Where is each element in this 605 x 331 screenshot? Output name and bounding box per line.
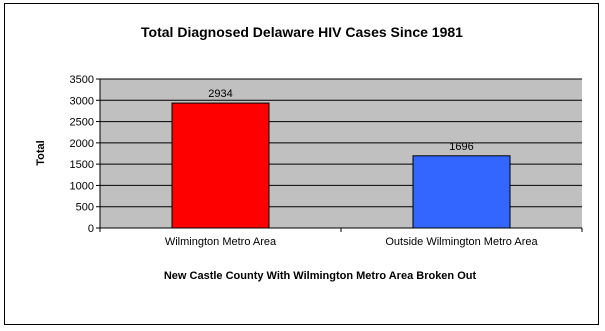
x-axis-ticks: Wilmington Metro Area Outside Wilmington … [99,228,583,248]
y-tick-label: 3500 [70,74,94,86]
y-axis-ticks: 0 500 1000 1500 2000 2500 3000 3500 [70,74,100,235]
y-tick-label: 2000 [70,138,94,150]
y-tick-label: 1000 [70,180,94,192]
data-labels: 2934 1696 [208,88,473,153]
bar [171,102,270,229]
y-tick-label: 1500 [70,159,94,171]
bar-data-label: 1696 [449,141,473,153]
y-axis-label: Total [35,140,47,165]
x-tick-label: Wilmington Metro Area [165,236,277,248]
bar-data-label: 2934 [208,88,232,100]
x-tick-label: Outside Wilmington Metro Area [385,236,538,248]
bar [412,155,511,229]
y-tick-label: 500 [76,202,94,214]
y-tick-label: 0 [88,223,94,235]
chart-title: Total Diagnosed Delaware HIV Cases Since… [141,24,463,40]
y-tick-label: 2500 [70,117,94,129]
y-tick-label: 3000 [70,95,94,107]
x-axis-label: New Castle County With Wilmington Metro … [164,270,477,282]
